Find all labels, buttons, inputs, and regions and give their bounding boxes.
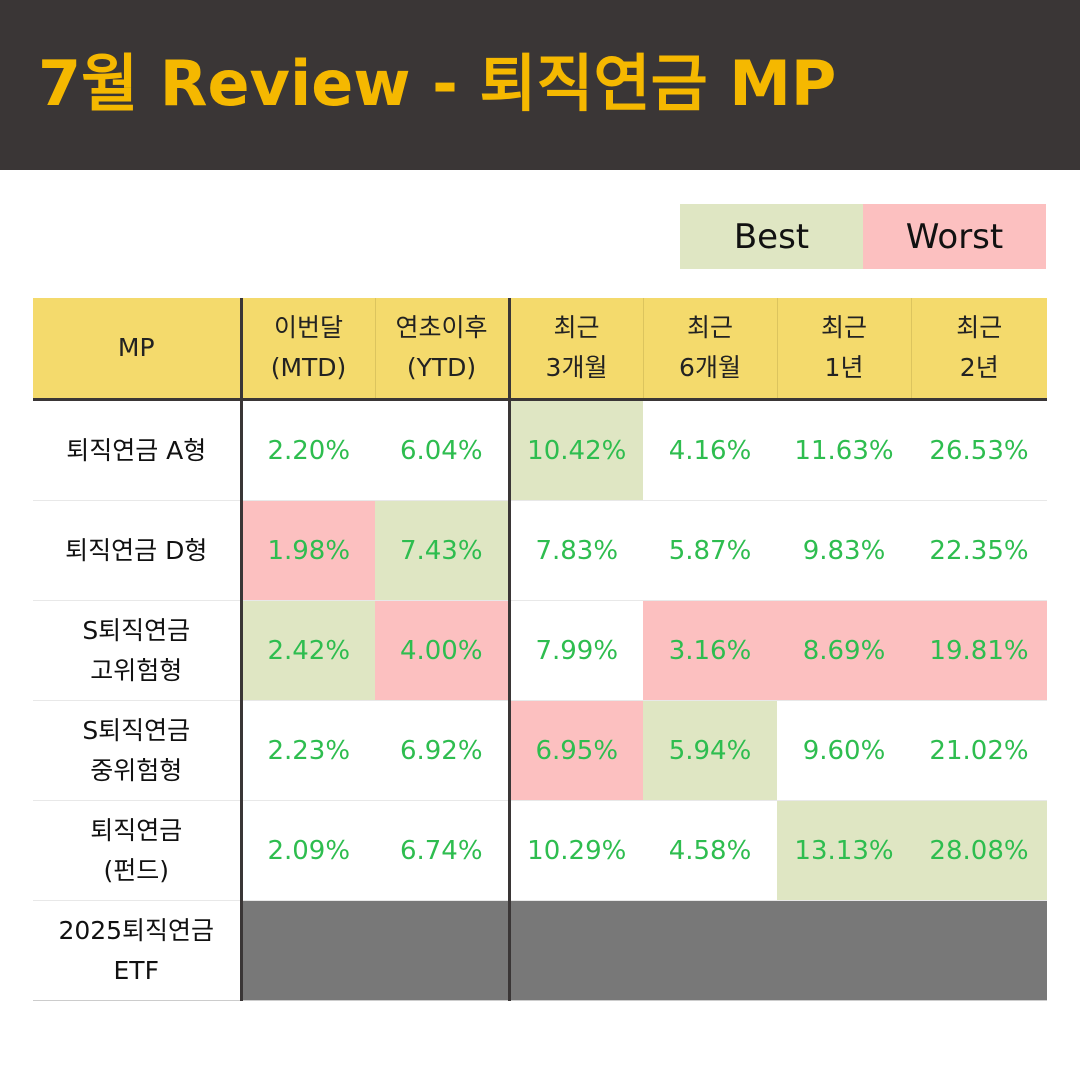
value-cell: 4.00% [375, 600, 509, 701]
value-cell: 9.60% [777, 700, 911, 801]
value-cell: 3.16% [643, 600, 777, 701]
value-cell: 2.23% [239, 700, 375, 801]
value-cell: 5.94% [643, 700, 777, 801]
table-row: S퇴직연금 중위험형 2.23% 6.92% 6.95% 5.94% 9.60% 21.02% [33, 700, 1047, 801]
legend-worst: Worst [863, 204, 1046, 269]
table-row: 퇴직연금 D형 1.98% 7.43% 7.83% 5.87% 9.83% 22.35% [33, 500, 1047, 601]
table-row: S퇴직연금 고위험형 2.42% 4.00% 7.99% 3.16% 8.69% 19.81% [33, 600, 1047, 701]
column-header-ytd: 연초이후 (YTD) [375, 298, 510, 401]
value-cell [507, 900, 643, 1001]
value-cell: 2.20% [239, 399, 375, 501]
row-name: 퇴직연금 D형 [33, 500, 241, 601]
value-cell: 2.42% [239, 600, 375, 701]
value-cell: 10.29% [507, 800, 643, 901]
value-cell: 4.58% [643, 800, 777, 901]
value-cell [911, 900, 1047, 1001]
row-name: 퇴직연금 (펀드) [33, 800, 241, 901]
column-header-1y: 최근 1년 [777, 298, 912, 401]
value-cell: 21.02% [911, 700, 1047, 801]
value-cell [239, 900, 375, 1001]
column-header-6m: 최근 6개월 [643, 298, 778, 401]
value-cell: 6.74% [375, 800, 509, 901]
value-cell: 28.08% [911, 800, 1047, 901]
table-row: 퇴직연금 (펀드) 2.09% 6.74% 10.29% 4.58% 13.13% 28.08… [33, 800, 1047, 901]
column-header-mp: MP [33, 298, 242, 401]
row-name: S퇴직연금 고위험형 [33, 600, 241, 701]
value-cell: 8.69% [777, 600, 911, 701]
row-name: 퇴직연금 A형 [33, 399, 241, 501]
legend-best: Best [680, 204, 863, 269]
value-cell: 26.53% [911, 399, 1047, 501]
legend: Best Worst [680, 204, 1046, 269]
value-cell: 19.81% [911, 600, 1047, 701]
value-cell: 13.13% [777, 800, 911, 901]
column-header-mtd: 이번달 (MTD) [239, 298, 376, 401]
value-cell: 22.35% [911, 500, 1047, 601]
value-cell [375, 900, 509, 1001]
value-cell: 6.92% [375, 700, 509, 801]
value-cell: 10.42% [507, 399, 643, 501]
column-header-3m: 최근 3개월 [507, 298, 644, 401]
page-title: 7월 Review - 퇴직연금 MP [38, 47, 837, 120]
value-cell: 6.04% [375, 399, 509, 501]
returns-table: MP 이번달 (MTD) 연초이후 (YTD) 최근 3개월 최근 6개월 최근… [33, 298, 1047, 1001]
value-cell: 9.83% [777, 500, 911, 601]
value-cell: 6.95% [507, 700, 643, 801]
value-cell [777, 900, 911, 1001]
row-name: 2025퇴직연금 ETF [33, 900, 241, 1001]
table-row: 퇴직연금 A형 2.20% 6.04% 10.42% 4.16% 11.63% 26.53% [33, 399, 1047, 501]
header-banner: 7월 Review - 퇴직연금 MP [0, 0, 1080, 170]
value-cell: 5.87% [643, 500, 777, 601]
column-header-2y: 최근 2년 [911, 298, 1047, 401]
value-cell: 2.09% [239, 800, 375, 901]
value-cell: 11.63% [777, 399, 911, 501]
value-cell: 7.43% [375, 500, 509, 601]
table-row: 2025퇴직연금 ETF [33, 900, 1047, 1001]
value-cell: 4.16% [643, 399, 777, 501]
row-name: S퇴직연금 중위험형 [33, 700, 241, 801]
value-cell: 7.83% [507, 500, 643, 601]
value-cell [643, 900, 777, 1001]
value-cell: 7.99% [507, 600, 643, 701]
value-cell: 1.98% [239, 500, 375, 601]
table-header-row: MP 이번달 (MTD) 연초이후 (YTD) 최근 3개월 최근 6개월 최근… [33, 298, 1047, 401]
